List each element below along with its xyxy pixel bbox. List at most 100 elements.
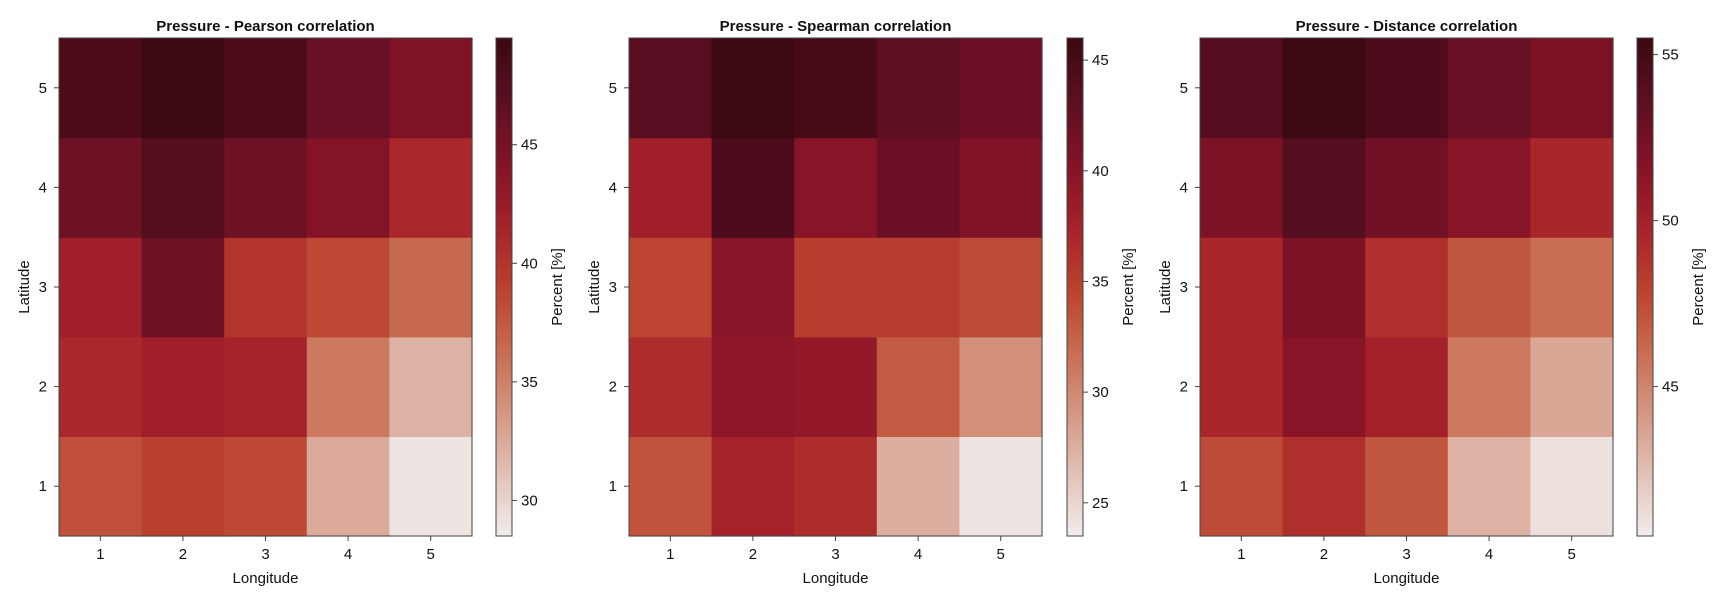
- heatmap-cell-lon2-lat3: [141, 237, 225, 338]
- heatmap-cell-lon3-lat4: [224, 137, 308, 238]
- heatmap-cell-lon5-lat5: [959, 38, 1043, 139]
- colorbar: [1636, 37, 1654, 537]
- colorbar: [1066, 37, 1084, 537]
- y-axis-label: Latitude: [1157, 260, 1174, 313]
- heatmap-cell-lon2-lat4: [711, 137, 795, 238]
- y-tick-label: 2: [1180, 379, 1188, 396]
- heatmap-cell-lon1-lat3: [59, 237, 143, 338]
- colorbar-tick-label: 25: [1092, 495, 1109, 512]
- heatmap-cell-lon2-lat5: [141, 38, 225, 139]
- heatmap-cell-lon4-lat5: [306, 38, 390, 139]
- heatmap-cell-lon3-lat5: [794, 38, 878, 139]
- heatmap-cell-lon4-lat1: [306, 436, 390, 537]
- heatmap-cell-lon4-lat1: [876, 436, 960, 537]
- chart-title: Pressure - Pearson correlation: [156, 18, 374, 35]
- heatmap-cell-lon1-lat5: [1200, 38, 1284, 139]
- heatmap-cell-lon3-lat5: [1365, 38, 1449, 139]
- heatmap-cell-lon5-lat4: [1530, 137, 1614, 238]
- heatmap-cell-lon1-lat4: [1200, 137, 1284, 238]
- y-tick-label: 4: [39, 179, 47, 196]
- heatmap-cell-lon5-lat4: [389, 137, 473, 238]
- heatmap-cell-lon2-lat4: [1282, 137, 1366, 238]
- heatmap-cell-lon2-lat2: [1282, 336, 1366, 437]
- y-axis-label: Latitude: [586, 260, 603, 313]
- heatmap-cell-lon1-lat4: [59, 137, 143, 238]
- heatmap-cell-lon2-lat1: [711, 436, 795, 537]
- heatmap-cell-lon3-lat4: [1365, 137, 1449, 238]
- heatmap-cell-lon2-lat3: [711, 237, 795, 338]
- heatmap-cell-lon3-lat2: [794, 336, 878, 437]
- y-tick-label: 5: [1180, 80, 1188, 97]
- heatmap-cell-lon3-lat1: [224, 436, 308, 537]
- x-tick-label: 1: [666, 546, 674, 563]
- y-axis-label: Latitude: [16, 260, 33, 313]
- heatmap-cell-lon4-lat2: [1447, 336, 1531, 437]
- colorbar-label: Percent [%]: [549, 248, 566, 326]
- heatmap-cell-lon4-lat5: [876, 38, 960, 139]
- heatmap-cell-lon4-lat5: [1447, 38, 1531, 139]
- heatmap-cell-lon1-lat3: [629, 237, 713, 338]
- y-tick-label: 3: [1180, 279, 1188, 296]
- heatmap-cell-lon4-lat3: [876, 237, 960, 338]
- x-tick-label: 3: [831, 546, 839, 563]
- y-tick-label: 1: [609, 478, 617, 495]
- colorbar-label: Percent [%]: [1120, 248, 1137, 326]
- x-axis-label: Longitude: [1374, 570, 1440, 587]
- y-tick-label: 1: [1180, 478, 1188, 495]
- heatmap-cell-lon1-lat5: [629, 38, 713, 139]
- heatmap-cell-lon2-lat2: [711, 336, 795, 437]
- heatmap-cell-lon3-lat2: [1365, 336, 1449, 437]
- x-tick-label: 2: [1320, 546, 1328, 563]
- colorbar-tick-label: 45: [1092, 52, 1109, 69]
- x-tick-label: 3: [1402, 546, 1410, 563]
- colorbar: [495, 37, 513, 537]
- heatmap-cell-lon5-lat2: [959, 336, 1043, 437]
- x-tick-label: 5: [427, 546, 435, 563]
- x-tick-label: 1: [1237, 546, 1245, 563]
- x-tick-label: 3: [261, 546, 269, 563]
- heatmap-cell-lon4-lat2: [876, 336, 960, 437]
- heatmap-cell-lon4-lat4: [1447, 137, 1531, 238]
- x-tick-label: 2: [749, 546, 757, 563]
- heatmap-cell-lon5-lat3: [389, 237, 473, 338]
- heatmap-cell-lon3-lat5: [224, 38, 308, 139]
- chart-title: Pressure - Spearman correlation: [720, 18, 952, 35]
- heatmap-cell-lon1-lat1: [629, 436, 713, 537]
- y-tick-label: 5: [39, 80, 47, 97]
- heatmap-cell-lon3-lat1: [1365, 436, 1449, 537]
- y-tick-label: 3: [39, 279, 47, 296]
- colorbar-tick-label: 35: [521, 374, 538, 391]
- y-tick-label: 3: [609, 279, 617, 296]
- heatmap-cell-lon3-lat2: [224, 336, 308, 437]
- y-tick-label: 2: [609, 379, 617, 396]
- heatmap-cell-lon5-lat2: [389, 336, 473, 437]
- heatmap-cell-lon4-lat4: [876, 137, 960, 238]
- heatmap-cell-lon3-lat3: [1365, 237, 1449, 338]
- heatmap-cell-lon1-lat1: [1200, 436, 1284, 537]
- heatmap-cell-lon2-lat3: [1282, 237, 1366, 338]
- colorbar-tick-label: 35: [1092, 273, 1109, 290]
- colorbar-tick-label: 55: [1662, 47, 1679, 64]
- heatmap-cell-lon1-lat4: [629, 137, 713, 238]
- y-tick-label: 2: [39, 379, 47, 396]
- heatmap-cell-lon4-lat1: [1447, 436, 1531, 537]
- heatmap-cell-lon5-lat1: [959, 436, 1043, 537]
- y-tick-label: 1: [39, 478, 47, 495]
- x-tick-label: 5: [1568, 546, 1576, 563]
- heatmap-cell-lon1-lat2: [629, 336, 713, 437]
- heatmap-cell-lon2-lat1: [1282, 436, 1366, 537]
- x-tick-label: 4: [914, 546, 922, 563]
- colorbar-tick-label: 40: [521, 255, 538, 272]
- heatmap-cell-lon1-lat2: [1200, 336, 1284, 437]
- colorbar-tick-label: 50: [1662, 213, 1679, 230]
- x-tick-label: 5: [997, 546, 1005, 563]
- heatmap-cell-lon3-lat4: [794, 137, 878, 238]
- colorbar-tick-label: 30: [521, 492, 538, 509]
- heatmap-cell-lon4-lat3: [306, 237, 390, 338]
- heatmap-cell-lon2-lat2: [141, 336, 225, 437]
- colorbar-label: Percent [%]: [1690, 248, 1707, 326]
- heatmap-cell-lon1-lat3: [1200, 237, 1284, 338]
- colorbar-tick-label: 30: [1092, 384, 1109, 401]
- colorbar-tick-label: 40: [1092, 163, 1109, 180]
